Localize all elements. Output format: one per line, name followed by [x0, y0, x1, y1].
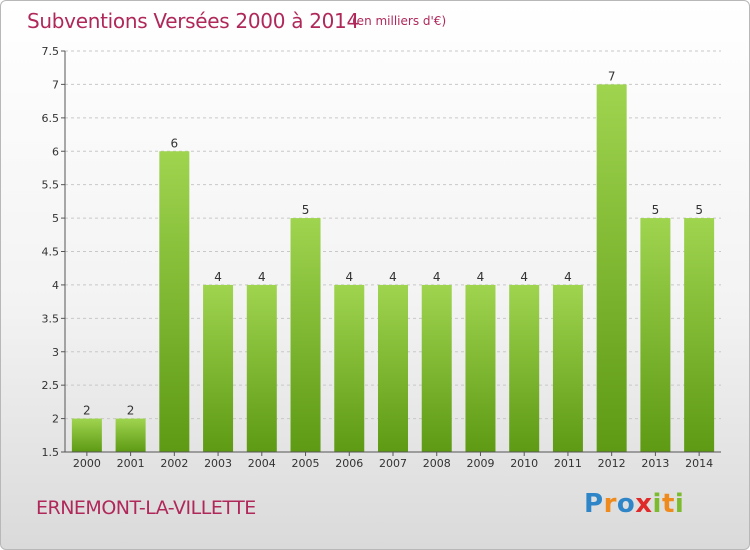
bar-value-label: 4	[520, 270, 528, 284]
logo-letter: P	[584, 489, 604, 519]
bar-value-label: 4	[214, 270, 222, 284]
x-tick-label: 2002	[160, 457, 188, 470]
bar-2005	[290, 218, 321, 452]
y-tick-label: 6.5	[42, 112, 60, 125]
chart-subtitle: (en milliers d'€)	[352, 14, 447, 28]
bar-2003	[203, 284, 234, 452]
x-tick-label: 2007	[379, 457, 407, 470]
logo-letter: r	[603, 489, 617, 519]
y-tick-label: 7.5	[42, 45, 60, 58]
bar-value-label: 7	[608, 69, 616, 83]
bar-value-label: 5	[695, 203, 703, 217]
bar-value-label: 4	[564, 270, 572, 284]
bars: 2 2 6 4 4 5 4 4 4 4 4 4 7 5 5	[71, 69, 715, 453]
x-tick-label: 2014	[685, 457, 713, 470]
bar-2012	[596, 84, 627, 453]
x-tick-label: 2011	[554, 457, 582, 470]
y-tick-label: 6	[52, 145, 59, 158]
bar-value-label: 2	[127, 404, 135, 418]
chart-title: Subventions Versées 2000 à 2014	[27, 9, 359, 33]
bar-value-label: 4	[389, 270, 397, 284]
logo-letter: x	[635, 489, 653, 519]
x-tick-label: 2012	[598, 457, 626, 470]
y-tick-label: 7	[52, 78, 59, 91]
x-tick-label: 2009	[466, 457, 494, 470]
bar-value-label: 2	[83, 404, 91, 418]
y-tick-label: 4.5	[42, 246, 60, 259]
commune-name: ERNEMONT-LA-VILLETTE	[36, 497, 256, 519]
bar-2000	[71, 418, 102, 452]
x-tick-label: 2000	[73, 457, 101, 470]
bar-2013	[640, 218, 671, 452]
x-tick-label: 2004	[248, 457, 276, 470]
x-tick-label: 2001	[117, 457, 145, 470]
bar-value-label: 6	[171, 136, 179, 150]
x-tick-label: 2005	[292, 457, 320, 470]
x-tick-label: 2008	[423, 457, 451, 470]
logo-letter: i	[652, 489, 662, 519]
y-tick-label: 1.5	[42, 446, 60, 459]
bar-2004	[246, 284, 277, 452]
bar-2008	[421, 284, 452, 452]
bar-2001	[115, 418, 146, 452]
logo-letter: o	[616, 489, 636, 519]
bar-2006	[334, 284, 365, 452]
bar-value-label: 4	[345, 270, 353, 284]
y-tick-label: 4	[52, 279, 59, 292]
bar-value-label: 4	[258, 270, 266, 284]
bar-2011	[552, 284, 583, 452]
x-tick-label: 2013	[641, 457, 669, 470]
bar-value-label: 5	[652, 203, 660, 217]
x-tick-label: 2003	[204, 457, 232, 470]
y-axis-ticks: 1.5 2 2.5 3 3.5 4 4.5 5 5.5 6 6.5 7 7.5	[42, 45, 65, 459]
bar-value-label: 5	[302, 203, 310, 217]
bar-2014	[684, 218, 715, 452]
y-tick-label: 3	[52, 346, 59, 359]
bar-2009	[465, 284, 496, 452]
bar-value-label: 4	[477, 270, 485, 284]
logo-letter: t	[661, 489, 675, 519]
proxiti-logo[interactable]: Proxiti	[584, 489, 684, 519]
bar-2007	[378, 284, 408, 452]
bar-2002	[159, 151, 190, 452]
logo-letter: i	[674, 489, 685, 519]
y-tick-label: 2	[52, 413, 59, 426]
y-tick-label: 5	[52, 212, 59, 225]
x-tick-label: 2006	[335, 457, 363, 470]
y-tick-label: 5.5	[42, 179, 60, 192]
y-tick-label: 3.5	[42, 312, 60, 325]
x-axis-ticks: 2000 2001 2002 2003 2004 2005 2006 2007 2008 2009…	[73, 452, 713, 470]
bar-value-label: 4	[433, 270, 441, 284]
bar-2010	[509, 284, 540, 452]
y-tick-label: 2.5	[42, 379, 60, 392]
x-tick-label: 2010	[510, 457, 538, 470]
